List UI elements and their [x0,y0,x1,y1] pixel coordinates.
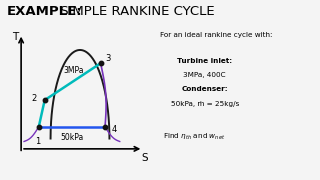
Text: Turbine inlet:: Turbine inlet: [177,58,232,64]
Text: EXAMPLE:: EXAMPLE: [6,5,82,18]
Text: S: S [141,153,148,163]
Text: 50kPa: 50kPa [60,133,84,142]
Text: Find $\eta_{th}$ and $w_{net}$: Find $\eta_{th}$ and $w_{net}$ [163,131,226,142]
Text: 1: 1 [35,137,40,146]
Text: 4: 4 [111,125,116,134]
Text: 3MPa: 3MPa [64,66,84,75]
Text: Condenser:: Condenser: [181,86,228,92]
Text: SIMPLE RANKINE CYCLE: SIMPLE RANKINE CYCLE [56,5,215,18]
Text: 2: 2 [32,94,37,103]
Text: For an ideal rankine cycle with:: For an ideal rankine cycle with: [160,32,273,38]
Text: 3MPa, 400C: 3MPa, 400C [183,72,226,78]
Text: 3: 3 [105,54,111,63]
Text: 50kPa, ṁ = 25kg/s: 50kPa, ṁ = 25kg/s [171,101,239,107]
Text: T: T [12,32,18,42]
